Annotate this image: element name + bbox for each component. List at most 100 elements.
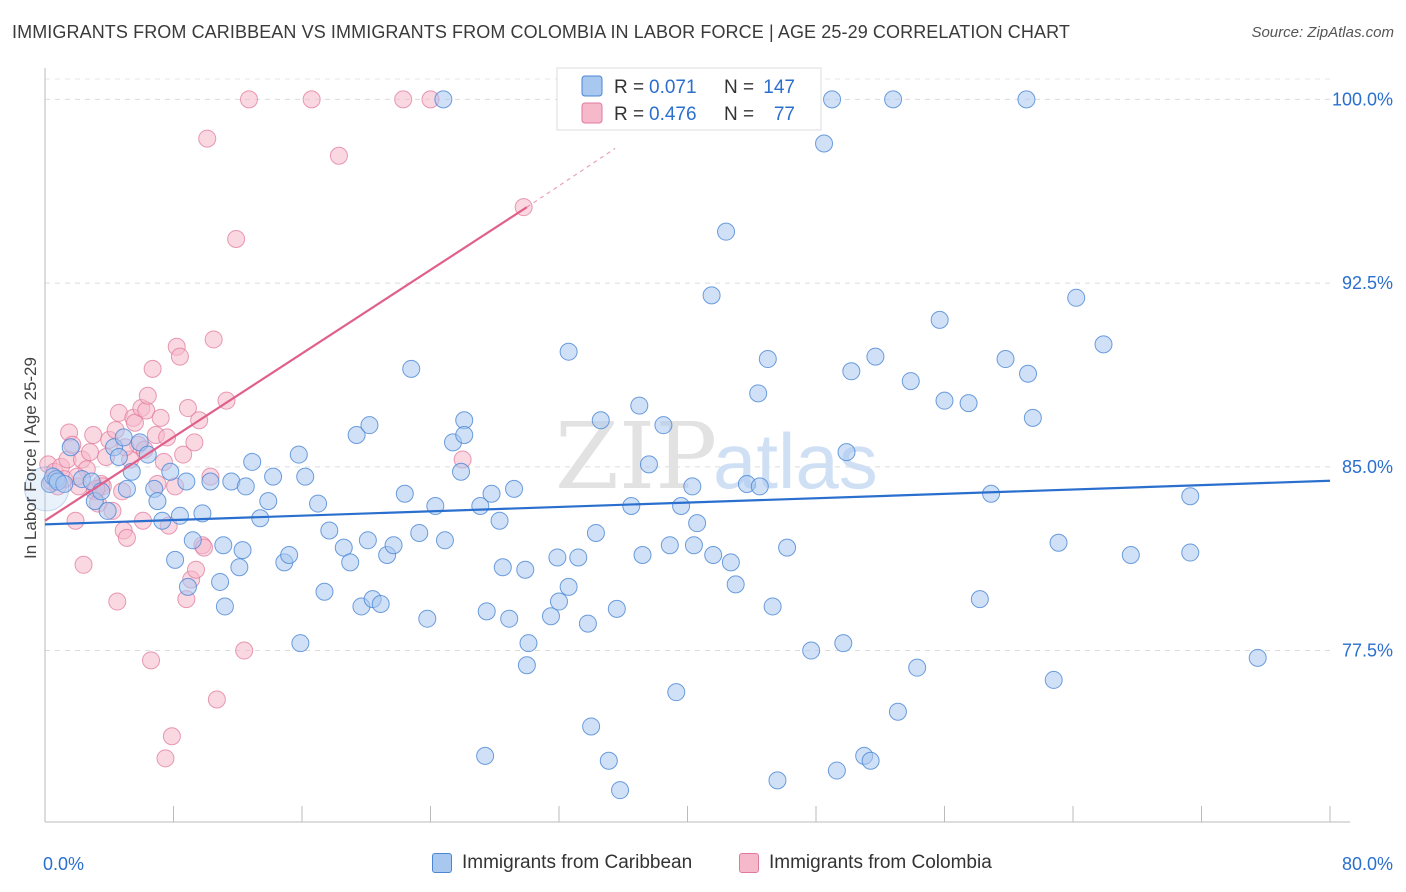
caribbean-point [201, 472, 220, 491]
caribbean-point [360, 416, 379, 435]
caribbean-point [970, 590, 989, 609]
caribbean-point [493, 558, 512, 577]
caribbean-point [866, 347, 885, 366]
caribbean-point [908, 658, 927, 677]
caribbean-point [704, 546, 723, 565]
y-tick-label: 85.0% [1342, 457, 1393, 477]
legend-item-colombia[interactable]: Immigrants from Colombia [739, 852, 992, 874]
caribbean-point [358, 531, 377, 550]
caribbean-trend-line [44, 479, 1331, 526]
caribbean-point [823, 90, 842, 109]
caribbean-point [639, 455, 658, 474]
caribbean-point [516, 560, 535, 579]
caribbean-point [236, 477, 255, 496]
caribbean-point [55, 474, 74, 493]
caribbean-point [280, 546, 299, 565]
caribbean-point [1181, 543, 1200, 562]
colombia-point [66, 511, 85, 530]
legend-caribbean-label: Immigrants from Caribbean [462, 852, 693, 873]
caribbean-point [721, 553, 740, 572]
stats-caribbean-swatch [581, 75, 603, 97]
caribbean-point [347, 425, 366, 444]
caribbean-point [148, 492, 167, 511]
caribbean-point [1049, 533, 1068, 552]
caribbean-point [482, 484, 501, 503]
caribbean-point [842, 362, 861, 381]
caribbean-point [243, 452, 262, 471]
colombia-point [84, 425, 103, 444]
caribbean-point [541, 607, 560, 626]
colombia-point [394, 90, 413, 109]
caribbean-point [688, 514, 707, 533]
caribbean-cluster-point [24, 466, 70, 512]
stats-r-value: 0.476 [649, 104, 697, 125]
caribbean-point [654, 416, 673, 435]
caribbean-point [1023, 408, 1042, 427]
trend-lines [44, 147, 1331, 526]
colombia-point [302, 90, 321, 109]
caribbean-point [684, 536, 703, 555]
stats-r-label: R = [614, 77, 644, 98]
chart-title: IMMIGRANTS FROM CARIBBEAN VS IMMIGRANTS … [12, 22, 1070, 42]
legend-item-caribbean[interactable]: Immigrants from Caribbean [432, 852, 692, 874]
caribbean-point [309, 494, 328, 513]
caribbean-point [559, 577, 578, 596]
x-tick-label: 0.0% [43, 854, 84, 874]
caribbean-point [622, 497, 641, 516]
colombia-point [162, 727, 181, 746]
caribbean-point [215, 597, 234, 616]
caribbean-point [259, 492, 278, 511]
caribbean-point [517, 656, 536, 675]
caribbean-point [166, 550, 185, 569]
caribbean-point [177, 472, 196, 491]
caribbean-point [490, 511, 509, 530]
colombia-point [198, 129, 217, 148]
y-axis-label: In Labor Force | Age 25-29 [21, 357, 40, 559]
colombia-point [178, 399, 197, 418]
caribbean-point [749, 384, 768, 403]
caribbean-point [1248, 648, 1267, 667]
colombia-point [174, 445, 193, 464]
colombia-point [329, 146, 348, 165]
caribbean-point [264, 467, 283, 486]
caribbean-point [500, 609, 519, 628]
caribbean-points [24, 90, 1267, 800]
caribbean-point [1044, 670, 1063, 689]
caribbean-point [410, 523, 429, 542]
caribbean-point [452, 462, 471, 481]
legend-colombia-swatch [739, 853, 759, 873]
caribbean-point [233, 541, 252, 560]
watermark-atlas: atlas [713, 417, 878, 505]
caribbean-point [778, 538, 797, 557]
caribbean-point [315, 582, 334, 601]
colombia-point [142, 651, 161, 670]
caribbean-point [341, 553, 360, 572]
caribbean-point [170, 506, 189, 525]
caribbean-point [402, 359, 421, 378]
caribbean-point [717, 222, 736, 241]
caribbean-point [455, 425, 474, 444]
caribbean-point [1067, 288, 1086, 307]
colombia-point [74, 555, 93, 574]
caribbean-point [291, 634, 310, 653]
caribbean-point [61, 438, 80, 457]
caribbean-point [996, 350, 1015, 369]
caribbean-point [98, 501, 117, 520]
caribbean-point [320, 521, 339, 540]
caribbean-point [519, 634, 538, 653]
caribbean-point [702, 286, 721, 305]
caribbean-point [768, 771, 787, 790]
caribbean-point [505, 479, 524, 498]
caribbean-point [211, 572, 230, 591]
caribbean-point [178, 577, 197, 596]
caribbean-point [837, 443, 856, 462]
axes [44, 68, 1350, 823]
caribbean-point [559, 342, 578, 361]
caribbean-point [586, 523, 605, 542]
colombia-point [151, 408, 170, 427]
y-tick-label: 92.5% [1342, 273, 1393, 293]
caribbean-point [660, 536, 679, 555]
stats-colombia-swatch [581, 102, 603, 124]
caribbean-point [591, 411, 610, 430]
